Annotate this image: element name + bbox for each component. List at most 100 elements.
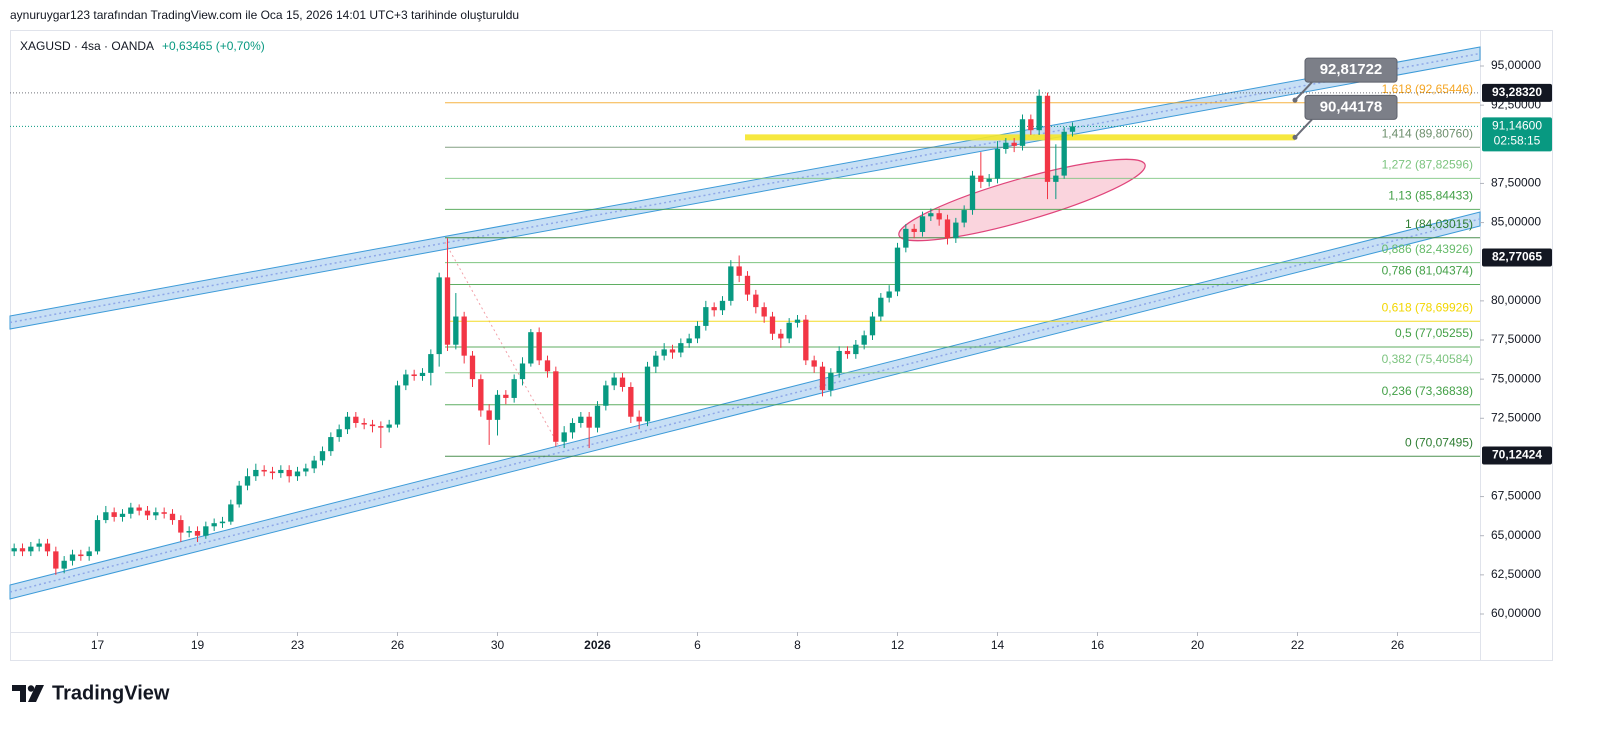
price-tag [1482, 83, 1552, 102]
candle-body [586, 416, 592, 428]
y-tick-label: 77,50000 [1491, 332, 1541, 346]
drawings [9, 46, 1481, 600]
callout-pointer [1294, 118, 1313, 139]
candle-body [986, 178, 992, 182]
candle-body [469, 355, 476, 380]
candle-body [219, 521, 226, 524]
candle-body [794, 319, 801, 323]
candle-body [353, 416, 359, 423]
candle-body [1011, 142, 1017, 146]
candle-body [753, 294, 759, 308]
candle-body [611, 377, 617, 386]
candle-body [1003, 142, 1009, 149]
candle-body [103, 512, 109, 521]
y-tick-label: 62,50000 [1491, 567, 1541, 581]
callout-anchor [1292, 97, 1298, 103]
y-tick-label: 95,00000 [1491, 58, 1541, 72]
candle-body [944, 219, 951, 239]
candle-body [128, 507, 134, 514]
candle-body [428, 354, 434, 373]
candle-body [994, 148, 1001, 179]
candle-body [528, 332, 534, 364]
candle-body [711, 307, 717, 311]
candle-body [403, 374, 409, 386]
candle-body [603, 385, 609, 406]
candle-body [111, 512, 117, 517]
fib-label: 1 (84,03015) [1405, 217, 1473, 231]
candle-body [411, 374, 417, 377]
chart-frame [10, 30, 1553, 661]
candle-body [153, 512, 159, 516]
candle-body [594, 405, 601, 428]
x-tick-label: 8 [794, 638, 801, 652]
candle-body [86, 551, 92, 557]
candle-body [686, 338, 692, 344]
candle-body [261, 469, 267, 472]
candle-body [936, 213, 942, 220]
x-tick-label: 17 [91, 638, 105, 652]
candle-body [319, 451, 326, 461]
countdown-label: 02:58:15 [1494, 134, 1541, 148]
y-tick-label: 80,00000 [1491, 293, 1541, 307]
fib-label: 0,382 (75,40584) [1382, 352, 1473, 366]
fib-label: 1,618 (92,65446) [1382, 82, 1473, 96]
candle-body [844, 350, 851, 355]
x-tick-label: 2026 [584, 638, 611, 652]
x-tick-label: 12 [891, 638, 905, 652]
symbol-title: XAGUSD · 4sa · OANDA [20, 39, 154, 53]
attribution: aynuruygar123 tarafından TradingView.com… [10, 8, 519, 22]
y-tick-label: 67,50000 [1491, 489, 1541, 503]
candle-body [519, 363, 526, 380]
candle-body [719, 300, 726, 311]
candle-body [186, 531, 192, 533]
x-tick-label: 16 [1091, 638, 1105, 652]
candle-body [811, 360, 817, 367]
y-tick-label: 87,50000 [1491, 176, 1541, 190]
candle-body [344, 416, 351, 430]
fib-trend-line [444, 241, 561, 449]
candle-body [394, 385, 401, 425]
fib-label: 0,618 (78,69926) [1382, 300, 1473, 314]
callout-anchor [1292, 134, 1298, 140]
candle-body [11, 548, 17, 552]
y-tick-label: 75,00000 [1491, 371, 1541, 385]
candle-body [636, 416, 642, 422]
candle-body [178, 520, 184, 533]
price-tag-label: 82,77065 [1492, 250, 1542, 264]
candle-body [244, 476, 251, 486]
candle-body [653, 355, 659, 367]
callout-box [1304, 57, 1398, 83]
candle-body [661, 349, 667, 356]
callout-label: 90,44178 [1320, 98, 1383, 115]
candle-body [694, 325, 701, 339]
candle-body [869, 316, 876, 336]
candle-body [378, 426, 384, 428]
highlight-ellipse [898, 158, 1146, 242]
last-price-label: 91,14600 [1492, 119, 1542, 133]
candle-body [836, 350, 842, 373]
candle-body [144, 510, 151, 516]
candle-body [628, 386, 634, 417]
fib-label: 1,13 (85,84433) [1388, 189, 1473, 203]
candle-body [236, 485, 242, 505]
x-tick-label: 26 [1391, 638, 1405, 652]
candle-body [1069, 126, 1076, 132]
candle-body [536, 332, 542, 361]
candle-body [169, 513, 176, 521]
candle-body [161, 512, 167, 514]
candle-body [119, 513, 126, 517]
logo-mark [12, 685, 26, 702]
candle-body [419, 372, 426, 377]
candle-body [269, 471, 276, 474]
y-tick-label: 60,00000 [1491, 606, 1541, 620]
candle-body [969, 175, 976, 211]
candle-body [203, 526, 209, 536]
candle-body [1019, 119, 1026, 146]
candle-body [136, 507, 142, 511]
candle-body [328, 437, 334, 452]
candle-body [644, 366, 651, 422]
y-tick-label: 65,00000 [1491, 528, 1541, 542]
candle-body [736, 266, 742, 276]
fib-label: 0,786 (81,04374) [1382, 264, 1473, 278]
